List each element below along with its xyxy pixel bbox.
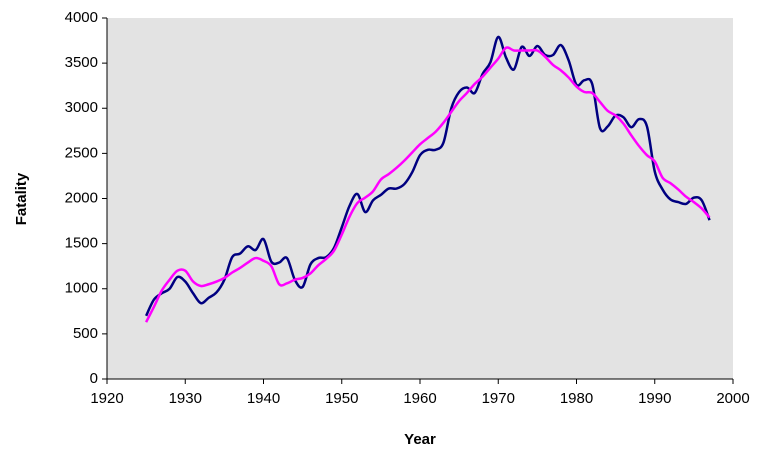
x-tick-label: 1950	[325, 390, 358, 407]
plot-area	[107, 18, 733, 379]
x-axis-title: Year	[404, 431, 436, 448]
x-tick-label: 1960	[403, 390, 436, 407]
x-tick-label: 1920	[90, 390, 123, 407]
y-tick-label: 1500	[65, 235, 98, 252]
x-tick-label: 1940	[247, 390, 280, 407]
y-tick-label: 500	[73, 325, 98, 342]
y-tick-label: 3500	[65, 54, 98, 71]
x-tick-label: 1990	[638, 390, 671, 407]
y-tick-label: 0	[90, 370, 98, 387]
y-tick-label: 4000	[65, 9, 98, 26]
y-tick-label: 3000	[65, 99, 98, 116]
y-tick-label: 2500	[65, 144, 98, 161]
y-axis-title: Fatality	[13, 172, 30, 225]
y-tick-label: 2000	[65, 189, 98, 206]
x-tick-label: 1970	[482, 390, 515, 407]
y-tick-label: 1000	[65, 280, 98, 297]
data-line	[145, 46, 711, 323]
x-tick-label: 2000	[716, 390, 749, 407]
x-tick-label: 1980	[560, 390, 593, 407]
x-tick-label: 1930	[169, 390, 202, 407]
